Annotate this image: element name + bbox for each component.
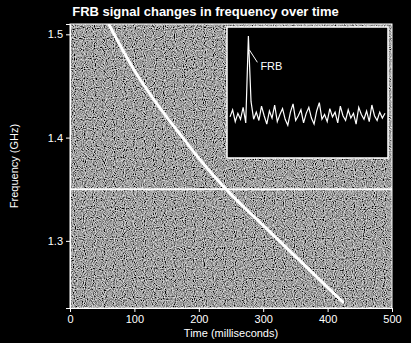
tick-label: 200 (190, 313, 208, 325)
title: FRB signal changes in frequency over tim… (72, 4, 339, 19)
inset-line (230, 36, 385, 125)
tick-mark (328, 308, 329, 312)
plot-frame (70, 24, 392, 308)
tick: 1.5 (48, 28, 70, 40)
annotation: FRB (260, 60, 282, 72)
tick-mark (134, 308, 135, 312)
tick-mark (66, 241, 70, 242)
tick-mark (199, 308, 200, 312)
y-axis-title: Frequency (GHz) (8, 124, 20, 208)
tick-mark (392, 308, 393, 312)
tick-label: 100 (126, 313, 144, 325)
tick-label: 300 (255, 313, 273, 325)
tick: 1.3 (48, 235, 70, 247)
chart: FRB signal changes in frequency over tim… (0, 0, 411, 343)
x-axis-title: Time (milliseconds) (184, 327, 278, 339)
tick: 500 (383, 308, 401, 325)
inset: FRB (227, 27, 388, 158)
tick-label: 500 (383, 313, 401, 325)
axis-line (71, 309, 393, 313)
tick-label: 400 (319, 313, 337, 325)
tick-label: 0 (67, 313, 73, 325)
marks (70, 24, 392, 303)
series-line (70, 188, 392, 190)
tick-label: 1.4 (48, 132, 63, 144)
annotation-leader (249, 50, 257, 62)
tick: 200 (190, 308, 208, 325)
tick-label: 1.3 (48, 235, 63, 247)
tick-mark (66, 34, 70, 35)
y-axis: 1.3 1.4 1.5 (48, 25, 71, 309)
axis-line (66, 25, 71, 309)
tick: 400 (319, 308, 337, 325)
inset-marks (230, 36, 385, 125)
plot: 0 100 200 300 400 500 1.3 1.4 1.5 FRB (48, 24, 402, 325)
tick: 1.4 (48, 132, 70, 144)
tick-mark (263, 308, 264, 312)
tick: 0 (67, 308, 73, 325)
tick: 300 (255, 308, 273, 325)
tick-mark (66, 138, 70, 139)
waterfall-texture (70, 24, 392, 308)
background (0, 0, 411, 343)
tick-label: 1.5 (48, 28, 63, 40)
inset-frame (227, 27, 388, 158)
x-axis: 0 100 200 300 400 500 (67, 308, 401, 325)
tick: 100 (126, 308, 144, 325)
